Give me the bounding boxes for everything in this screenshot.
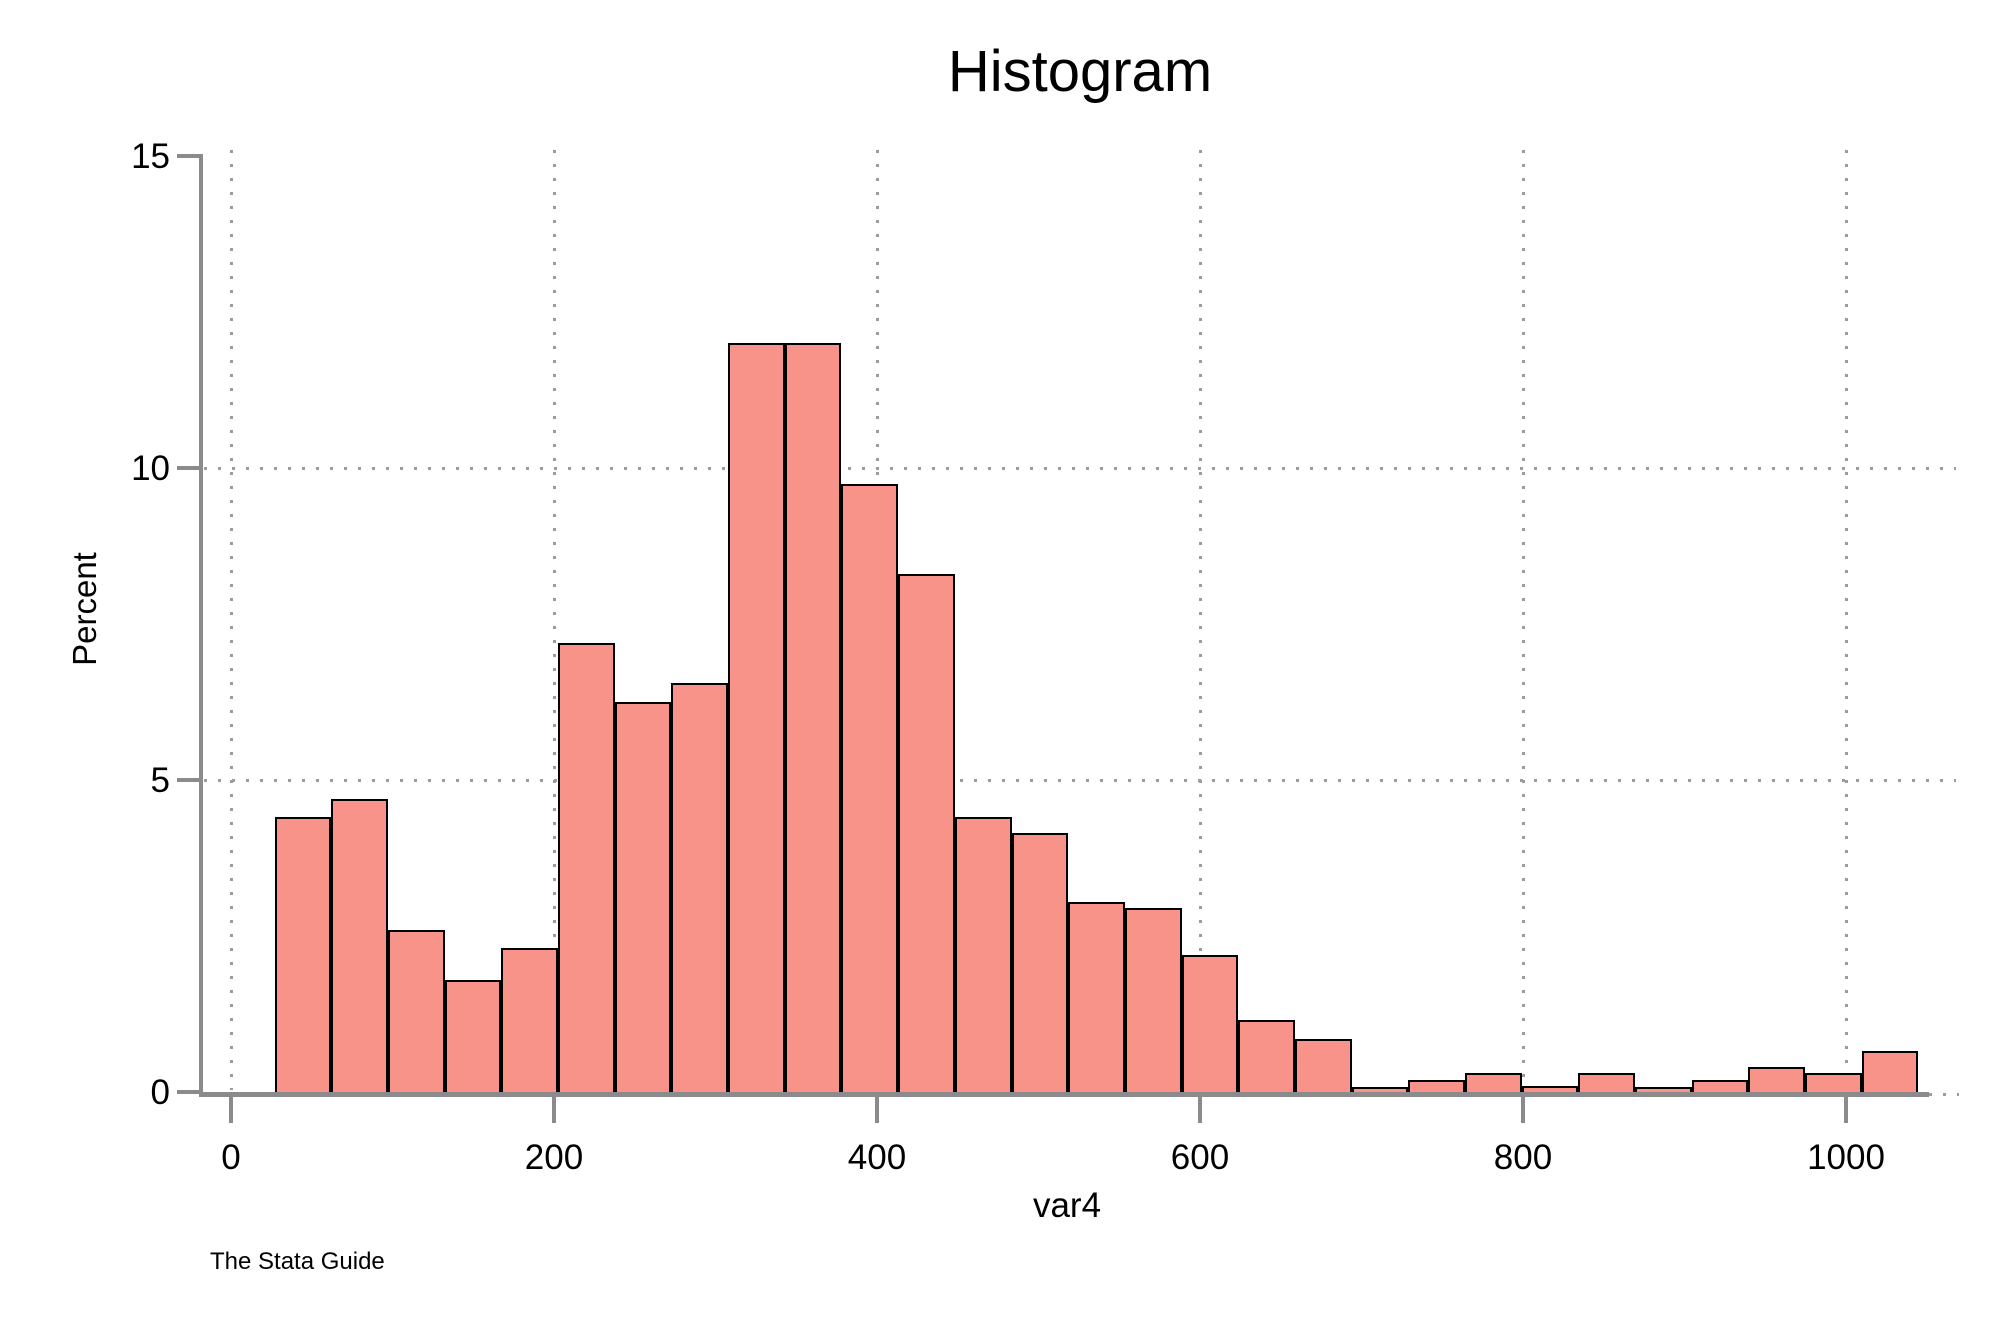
histogram-bar: [1011, 833, 1069, 1092]
x-axis-dotted-tail: [1929, 1093, 1959, 1096]
x-axis-line: [199, 1092, 1929, 1097]
histogram-bar: [898, 574, 955, 1092]
histogram-bar: [1068, 901, 1125, 1092]
histogram-bar: [671, 683, 729, 1092]
gridline-vertical: [1844, 150, 1848, 1090]
y-tick-label: 5: [150, 761, 170, 800]
y-axis-spine: [199, 154, 203, 1096]
histogram-bar: [444, 979, 502, 1092]
histogram-bar: [1351, 1087, 1409, 1092]
x-tick-label: 0: [221, 1138, 241, 1177]
histogram-bar: [614, 702, 672, 1092]
x-tick: [552, 1097, 556, 1123]
histogram-bar: [841, 483, 899, 1092]
gridline-vertical: [1521, 150, 1525, 1090]
y-tick-label: 0: [150, 1073, 170, 1112]
x-tick: [875, 1097, 879, 1123]
histogram-bar: [274, 817, 332, 1092]
y-tick: [177, 1090, 199, 1094]
x-tick-label: 200: [524, 1138, 584, 1177]
histogram-bar: [1578, 1073, 1636, 1092]
histogram-bar: [728, 343, 785, 1092]
histogram-bar: [1691, 1079, 1749, 1092]
y-tick-label: 15: [131, 137, 170, 176]
histogram-bar: [784, 343, 842, 1092]
x-tick: [229, 1097, 233, 1123]
x-tick: [1198, 1097, 1202, 1123]
histogram-bar: [1521, 1085, 1579, 1092]
histogram-bar: [1748, 1067, 1806, 1092]
y-tick: [177, 778, 199, 782]
histogram-bar: [954, 817, 1012, 1092]
x-tick-label: 400: [847, 1138, 907, 1177]
histogram-bar: [1465, 1073, 1522, 1092]
histogram-bar: [1408, 1079, 1465, 1092]
y-tick: [177, 466, 199, 470]
histogram-bar: [1124, 907, 1182, 1092]
x-tick-label: 800: [1493, 1138, 1553, 1177]
histogram-bar: [1181, 954, 1239, 1092]
chart-title: Histogram: [947, 39, 1213, 104]
histogram-bar: [1805, 1073, 1862, 1092]
histogram-bar: [1635, 1087, 1692, 1092]
x-tick: [1521, 1097, 1525, 1123]
y-tick: [177, 154, 199, 158]
source-note: The Stata Guide: [210, 1248, 385, 1275]
gridline-vertical: [552, 150, 556, 1090]
gridline-vertical: [1198, 150, 1202, 1090]
y-tick-label: 10: [131, 449, 170, 488]
x-tick: [1844, 1097, 1848, 1123]
histogram-bar: [331, 798, 388, 1092]
x-axis-title: var4: [1032, 1186, 1102, 1225]
histogram-bar: [1861, 1051, 1919, 1092]
gridline-horizontal: [204, 466, 1956, 470]
x-tick-label: 600: [1170, 1138, 1230, 1177]
histogram-bar: [387, 929, 445, 1092]
histogram-bar: [501, 948, 559, 1092]
gridline-vertical: [229, 150, 233, 1090]
gridline-horizontal: [204, 778, 1956, 782]
histogram-bar: [1238, 1020, 1295, 1092]
x-tick-label: 1000: [1807, 1138, 1885, 1177]
histogram-bar: [1294, 1038, 1352, 1092]
histogram-bar: [558, 642, 615, 1092]
